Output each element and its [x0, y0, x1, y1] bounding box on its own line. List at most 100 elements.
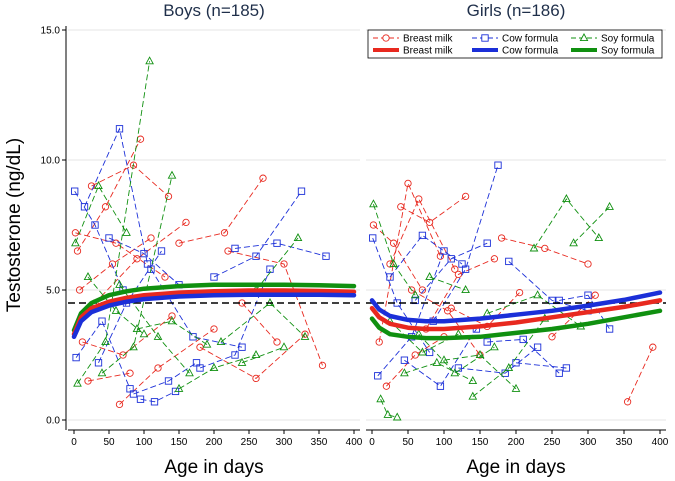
point-breast-milk	[87, 182, 96, 190]
point-cow-formula	[231, 351, 239, 359]
subject-line-cow	[75, 320, 131, 389]
legend-marker	[481, 34, 489, 42]
point-cow-formula	[273, 239, 281, 247]
legend: Breast milk Cow formula Soy formula Breast …	[367, 29, 663, 59]
point-breast-milk	[126, 369, 134, 377]
legend-marker	[579, 33, 589, 42]
subject-line-breast	[627, 347, 654, 402]
point-cow-formula	[494, 161, 502, 169]
point-cow-formula	[533, 343, 542, 351]
point-cow-formula	[483, 239, 491, 247]
fit-curve-breast	[369, 298, 663, 332]
legend-label: Breast milk	[403, 46, 453, 57]
point-soy-formula	[461, 285, 470, 294]
x-tick-label: 250	[544, 437, 561, 448]
point-breast-milk	[273, 338, 281, 346]
point-soy-formula	[167, 316, 177, 325]
legend-label: Soy formula	[601, 46, 655, 57]
x-tick-label: 400	[652, 437, 669, 448]
subject-line-cow	[133, 362, 197, 395]
legend-label: Cow formula	[502, 34, 559, 45]
y-tick-label: 15.0	[41, 26, 61, 37]
point-breast-milk	[548, 333, 556, 341]
subject-line-breast	[87, 372, 131, 382]
subject-line-breast	[94, 222, 187, 304]
data-layer	[366, 161, 666, 421]
point-cow-formula	[369, 234, 377, 242]
x-axis-label: Age in days	[466, 457, 565, 478]
subject-line-soy	[241, 346, 285, 364]
point-cow-formula	[483, 338, 491, 346]
panel-title: Girls (n=186)	[467, 1, 566, 20]
point-breast-milk	[252, 374, 260, 383]
x-tick-label: 0	[369, 437, 375, 448]
point-soy-formula	[115, 279, 124, 288]
point-soy-formula	[490, 342, 499, 351]
point-breast-milk	[168, 312, 176, 320]
point-soy-formula	[369, 199, 378, 208]
point-breast-milk	[541, 244, 549, 253]
x-tick-label: 150	[472, 437, 489, 448]
point-cow-formula	[115, 125, 124, 133]
point-breast-milk	[584, 260, 592, 268]
subject-line-cow	[234, 242, 327, 257]
panel-girls: Girls (n=186) 0 50 100 150 200 250 300 350 400 Age…	[366, 1, 669, 478]
point-soy-formula	[418, 347, 427, 356]
point-cow-formula	[136, 395, 145, 403]
point-soy-formula	[300, 331, 310, 340]
point-cow-formula	[157, 247, 166, 255]
point-cow-formula	[584, 291, 592, 299]
subject-line-breast	[199, 333, 306, 379]
point-soy-formula	[432, 357, 442, 366]
point-breast-milk	[224, 247, 232, 255]
point-breast-milk	[451, 265, 459, 273]
point-soy-formula	[392, 412, 402, 421]
point-cow-formula	[297, 187, 306, 195]
point-breast-milk	[497, 234, 506, 242]
point-breast-milk	[119, 351, 127, 359]
legend-label: Breast milk	[403, 34, 453, 45]
point-breast-milk	[490, 255, 499, 263]
point-soy-formula	[132, 324, 142, 333]
subject-line-cow	[487, 338, 560, 374]
point-breast-milk	[382, 382, 391, 390]
x-tick-label: 350	[311, 437, 328, 448]
x-tick-label: 200	[508, 437, 525, 448]
point-cow-formula	[562, 364, 571, 372]
x-axis-label: Age in days	[164, 457, 263, 478]
subject-line-soy	[220, 302, 306, 343]
subject-line-cow	[108, 237, 180, 286]
subject-line-soy	[429, 276, 466, 291]
subject-line-breast	[79, 237, 152, 291]
point-soy-formula	[400, 368, 409, 377]
fit-curve-soy	[71, 282, 357, 333]
point-cow-formula	[440, 247, 448, 255]
point-soy-formula	[279, 342, 289, 351]
x-tick-label: 100	[136, 437, 153, 448]
y-tick-label: 10.0	[41, 156, 61, 167]
point-soy-formula	[425, 272, 434, 281]
point-breast-milk	[112, 239, 120, 247]
point-cow-formula	[548, 296, 556, 305]
point-soy-formula	[209, 363, 219, 372]
point-breast-milk	[454, 270, 463, 279]
x-tick-label: 200	[206, 437, 223, 448]
plot-area	[366, 26, 666, 430]
subject-line-soy	[136, 320, 208, 345]
point-breast-milk	[447, 304, 455, 312]
point-cow-formula	[400, 356, 409, 364]
point-breast-milk	[182, 218, 190, 227]
point-cow-formula	[461, 265, 470, 273]
point-breast-milk	[515, 288, 524, 297]
point-breast-milk	[318, 361, 327, 370]
point-cow-formula	[94, 359, 103, 367]
point-soy-formula	[594, 233, 604, 242]
point-cow-formula	[425, 348, 434, 357]
point-soy-formula	[73, 378, 82, 387]
point-breast-milk	[78, 338, 87, 346]
point-breast-milk	[407, 286, 416, 294]
subject-line-soy	[380, 399, 398, 418]
point-cow-formula	[129, 390, 138, 398]
point-breast-milk	[386, 260, 394, 268]
subject-line-breast	[82, 315, 173, 356]
